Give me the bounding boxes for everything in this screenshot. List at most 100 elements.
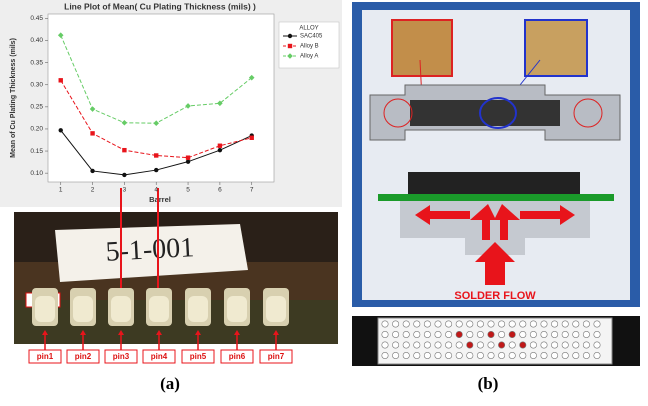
strip-hole [541, 352, 547, 358]
strip-hole [477, 352, 483, 358]
strip-hole [414, 342, 420, 348]
y-tick-label: 0.15 [30, 148, 43, 155]
strip-hole [488, 352, 494, 358]
strip-hole [392, 331, 398, 337]
strip-hole [562, 352, 568, 358]
legend-label: Alloy B [300, 44, 319, 50]
strip-hole [488, 321, 494, 327]
strip-hole [551, 342, 557, 348]
strip-hole [509, 352, 515, 358]
strip-hole [403, 331, 409, 337]
strip-hole [551, 352, 557, 358]
strip-hole [467, 321, 473, 327]
y-tick-label: 0.30 [30, 81, 43, 88]
y-tick-label: 0.40 [30, 37, 43, 44]
x-tick-label: 3 [123, 187, 127, 194]
strip-hole [573, 321, 579, 327]
strip-hole [435, 331, 441, 337]
strip-hole [520, 321, 526, 327]
strip-hole [583, 321, 589, 327]
legend-title: ALLOY [299, 26, 318, 32]
point [154, 153, 158, 157]
caption: (a) [160, 374, 180, 393]
x-tick-label: 7 [250, 187, 254, 194]
x-tick-label: 2 [91, 187, 95, 194]
strip-hole [530, 321, 536, 327]
pin-label: pin1 [37, 352, 54, 361]
strip-hole [541, 321, 547, 327]
strip-hole [541, 331, 547, 337]
strip-hole [594, 321, 600, 327]
point [218, 144, 222, 148]
strip-hole [403, 352, 409, 358]
strip-hole [509, 331, 515, 337]
pcb [378, 194, 614, 201]
strip-hole [530, 352, 536, 358]
strip-hole [456, 352, 462, 358]
strip-hole [424, 342, 430, 348]
strip-hole [445, 342, 451, 348]
strip-hole [403, 321, 409, 327]
strip-hole [414, 352, 420, 358]
strip-hole [530, 342, 536, 348]
strip-hole [382, 331, 388, 337]
strip-hole [583, 331, 589, 337]
connector-strip [352, 316, 640, 366]
pin-solder [73, 296, 93, 322]
strip-hole [445, 331, 451, 337]
strip-hole [382, 321, 388, 327]
pin-solder [266, 296, 286, 322]
legend-marker [288, 44, 292, 48]
legend-label: Alloy A [300, 54, 318, 60]
strip-hole [424, 331, 430, 337]
y-tick-label: 0.45 [30, 15, 43, 22]
strip-hole [435, 342, 441, 348]
strip-hole [435, 352, 441, 358]
pin-solder [188, 296, 208, 322]
strip-hole [509, 321, 515, 327]
strip-hole [456, 342, 462, 348]
strip-hole [467, 331, 473, 337]
strip-hole [382, 342, 388, 348]
point [90, 169, 94, 173]
strip-hole [424, 321, 430, 327]
strip-hole [551, 331, 557, 337]
point [186, 159, 190, 163]
x-axis-label: Barrel [149, 195, 171, 204]
pin-label: pin4 [151, 352, 168, 361]
pin-solder [111, 296, 131, 322]
point [186, 155, 190, 159]
strip-hole [509, 342, 515, 348]
point [154, 168, 158, 172]
strip-hole [403, 342, 409, 348]
strip-hole [414, 321, 420, 327]
strip-hole [435, 321, 441, 327]
strip-hole [424, 352, 430, 358]
strip-hole [594, 352, 600, 358]
point [122, 173, 126, 177]
y-tick-label: 0.20 [30, 126, 43, 133]
strip-hole [562, 321, 568, 327]
strip-hole [551, 321, 557, 327]
strip-hole [562, 342, 568, 348]
strip-hole [583, 352, 589, 358]
inset-photo [392, 20, 452, 76]
x-tick-label: 6 [218, 187, 222, 194]
strip-hole [498, 352, 504, 358]
strip-hole [488, 342, 494, 348]
point [218, 148, 222, 152]
strip-hole [456, 331, 462, 337]
strip-hole [477, 331, 483, 337]
pin-label: pin2 [75, 352, 92, 361]
strip-hole [520, 352, 526, 358]
strip-hole [562, 331, 568, 337]
strip-hole [594, 331, 600, 337]
figure: Line Plot of Mean( Cu Plating Thickness … [0, 0, 648, 401]
strip-hole [392, 321, 398, 327]
diagram [352, 2, 640, 307]
strip-hole [498, 342, 504, 348]
pin-label: pin6 [229, 352, 246, 361]
strip-hole [583, 342, 589, 348]
strip-hole [594, 342, 600, 348]
strip-hole [573, 352, 579, 358]
